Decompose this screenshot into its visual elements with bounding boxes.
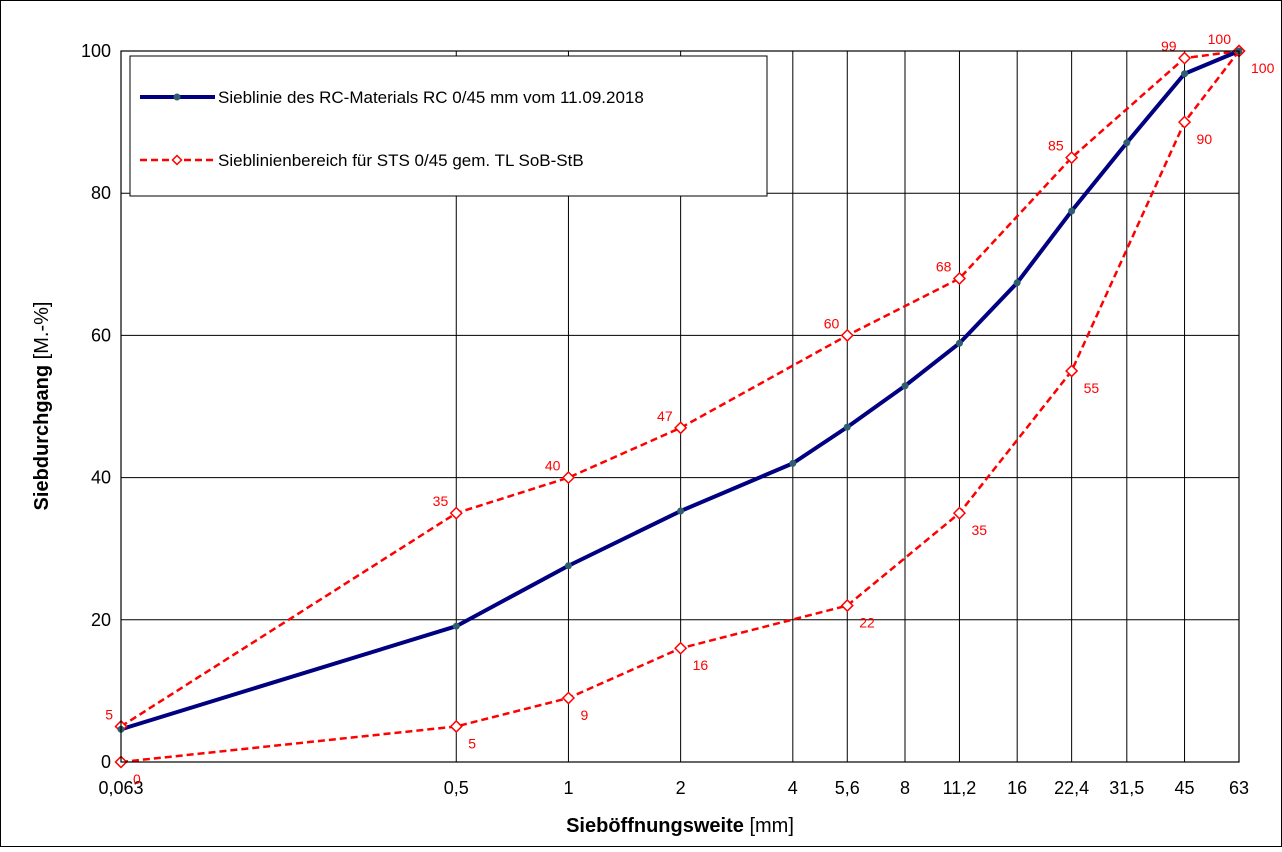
- point: [952, 271, 967, 286]
- y-title-unit: [M.-%]: [31, 302, 53, 360]
- point: [1065, 364, 1079, 378]
- point: [449, 719, 463, 734]
- data-label: 5: [105, 706, 113, 722]
- data-label: 22: [859, 615, 875, 631]
- x-tick-label: 31,5: [1109, 778, 1144, 798]
- legend-marker: [173, 93, 181, 101]
- point: [449, 506, 463, 520]
- data-label: 16: [693, 657, 709, 673]
- point: [1123, 139, 1131, 147]
- point: [452, 622, 460, 630]
- y-tick-label: 60: [91, 325, 111, 345]
- data-label: 9: [580, 707, 588, 723]
- point: [564, 562, 572, 570]
- legend-label: Sieblinie des RC-Materials RC 0/45 mm vo…: [218, 88, 644, 107]
- x-tick-label: 4: [788, 778, 798, 798]
- x-title-unit: [mm]: [749, 815, 793, 837]
- point: [789, 459, 797, 467]
- legend: Sieblinie des RC-Materials RC 0/45 mm vo…: [129, 55, 768, 197]
- x-tick-label: 2: [676, 778, 686, 798]
- x-tick-label: 0,5: [444, 778, 469, 798]
- data-label: 55: [1084, 380, 1100, 396]
- data-label: 100: [1208, 31, 1232, 47]
- point: [955, 339, 963, 347]
- data-label: 90: [1197, 131, 1213, 147]
- data-label: 35: [971, 522, 987, 538]
- x-axis-title: Sieböffnungsweite [mm]: [566, 815, 794, 837]
- point: [1177, 51, 1192, 65]
- point: [952, 506, 967, 520]
- y-title-main: Siebdurchgang: [31, 365, 53, 511]
- point: [674, 421, 688, 435]
- legend-box: [129, 55, 768, 197]
- x-title-main: Sieböffnungsweite: [566, 815, 744, 837]
- point: [561, 691, 576, 705]
- point: [840, 328, 854, 342]
- data-label: 0: [133, 771, 141, 787]
- point: [1181, 70, 1189, 78]
- data-label: 99: [1161, 38, 1177, 54]
- x-tick-label: 45: [1175, 778, 1195, 798]
- point: [901, 382, 909, 390]
- series-line: [120, 50, 1240, 764]
- data-label: 68: [936, 259, 952, 275]
- point: [840, 599, 854, 613]
- data-label: 60: [824, 315, 840, 331]
- labels: 0 20 40 60 80 100 0,063 0,5 1 2 4 5,6 8 11,2 16 22,4 31,…: [81, 31, 1275, 798]
- lines: [114, 44, 1246, 769]
- x-tick-label: 11,2: [943, 778, 977, 798]
- point: [1065, 151, 1079, 165]
- point: [561, 471, 576, 485]
- y-tick-label: 20: [91, 610, 111, 630]
- y-tick-label: 40: [91, 468, 111, 488]
- x-tick-label: 0,063: [98, 778, 143, 798]
- x-tick-label: 8: [900, 778, 910, 798]
- point: [677, 507, 685, 515]
- data-label: 100: [1251, 60, 1275, 76]
- x-tick-label: 63: [1229, 778, 1249, 798]
- y-tick-label: 80: [91, 183, 111, 203]
- plot-border: [120, 50, 1240, 763]
- data-label: 35: [433, 493, 449, 509]
- data-label: 85: [1048, 138, 1064, 154]
- x-tick-label: 1: [563, 778, 573, 798]
- point: [674, 641, 688, 655]
- data-label: 5: [468, 735, 476, 751]
- legend-marker: [171, 154, 183, 166]
- point: [1013, 279, 1021, 287]
- point: [843, 423, 851, 431]
- legend-label: Sieblinienbereich für STS 0/45 gem. TL S…: [218, 151, 584, 170]
- data-label: 47: [657, 408, 673, 424]
- y-axis-title: Siebdurchgang [M.-%]: [31, 302, 53, 511]
- data-label: 40: [545, 458, 561, 474]
- x-tick-label: 5,6: [835, 778, 860, 798]
- x-tick-label: 22,4: [1054, 778, 1089, 798]
- y-tick-label: 100: [81, 41, 111, 61]
- x-tick-label: 16: [1007, 778, 1027, 798]
- y-tick-label: 0: [101, 752, 111, 772]
- point: [1068, 207, 1076, 215]
- point: [1177, 115, 1192, 129]
